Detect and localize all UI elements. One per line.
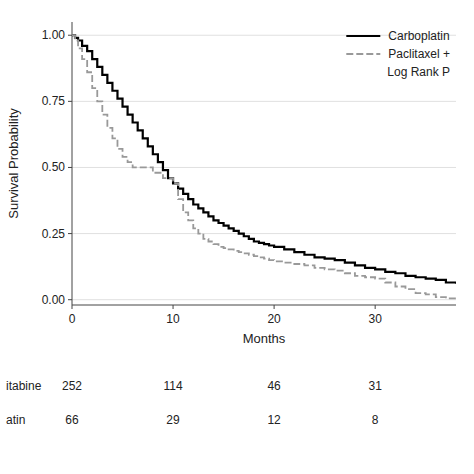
- y-tick-label: 0.25: [42, 227, 66, 241]
- at-risk-count: 29: [166, 413, 180, 427]
- x-tick-label: 0: [69, 312, 76, 326]
- legend-swatch: [346, 35, 380, 37]
- grid: [72, 35, 456, 299]
- at-risk-count: 252: [62, 379, 82, 393]
- legend: Carboplatin Paclitaxel +: [346, 29, 450, 61]
- grid-line: [72, 167, 456, 168]
- y-axis-label: Survival Probability: [6, 108, 21, 219]
- annotation: Log Rank P: [387, 65, 450, 79]
- chart: 0.00 0.25 0.50 0.75 1.00 0 10 20 30 Months Surviva…: [0, 0, 474, 474]
- axes: 0.00 0.25 0.50 0.75 1.00 0 10 20 30: [42, 22, 456, 326]
- y-tick-label: 1.00: [42, 28, 66, 42]
- x-axis-line: [72, 305, 456, 306]
- at-risk-count: 66: [65, 413, 79, 427]
- y-tick: [68, 299, 72, 300]
- grid-line: [72, 101, 456, 102]
- y-tick-label: 0.50: [42, 160, 66, 174]
- x-tick-label: 30: [368, 312, 382, 326]
- x-tick-label: 20: [267, 312, 281, 326]
- y-tick-label: 0.00: [42, 293, 66, 307]
- y-tick-label: 0.75: [42, 94, 66, 108]
- x-tick: [72, 305, 73, 309]
- at-risk-table: itabine 252 114 46 31 atin 66 29 12 8: [6, 379, 382, 427]
- legend-label: Paclitaxel +: [388, 47, 450, 61]
- at-risk-row-label: atin: [6, 413, 25, 427]
- legend-label: Carboplatin: [388, 29, 449, 43]
- curves: [72, 35, 456, 298]
- x-axis-label: Months: [243, 331, 286, 346]
- legend-swatch: [346, 53, 380, 55]
- y-tick: [68, 101, 72, 102]
- at-risk-count: 46: [267, 379, 281, 393]
- y-tick: [68, 35, 72, 36]
- x-tick: [274, 305, 275, 309]
- x-tick-label: 10: [166, 312, 180, 326]
- at-risk-count: 8: [372, 413, 379, 427]
- x-tick: [375, 305, 376, 309]
- survival-curve: [72, 35, 456, 284]
- x-tick: [173, 305, 174, 309]
- y-axis-line: [72, 22, 73, 305]
- at-risk-count: 114: [163, 379, 182, 393]
- at-risk-count: 31: [368, 379, 382, 393]
- grid-line: [72, 299, 456, 300]
- survival-curve: [72, 35, 456, 298]
- grid-line: [72, 233, 456, 234]
- at-risk-row-label: itabine: [6, 379, 42, 393]
- y-tick: [68, 167, 72, 168]
- y-tick: [68, 233, 72, 234]
- at-risk-count: 12: [267, 413, 281, 427]
